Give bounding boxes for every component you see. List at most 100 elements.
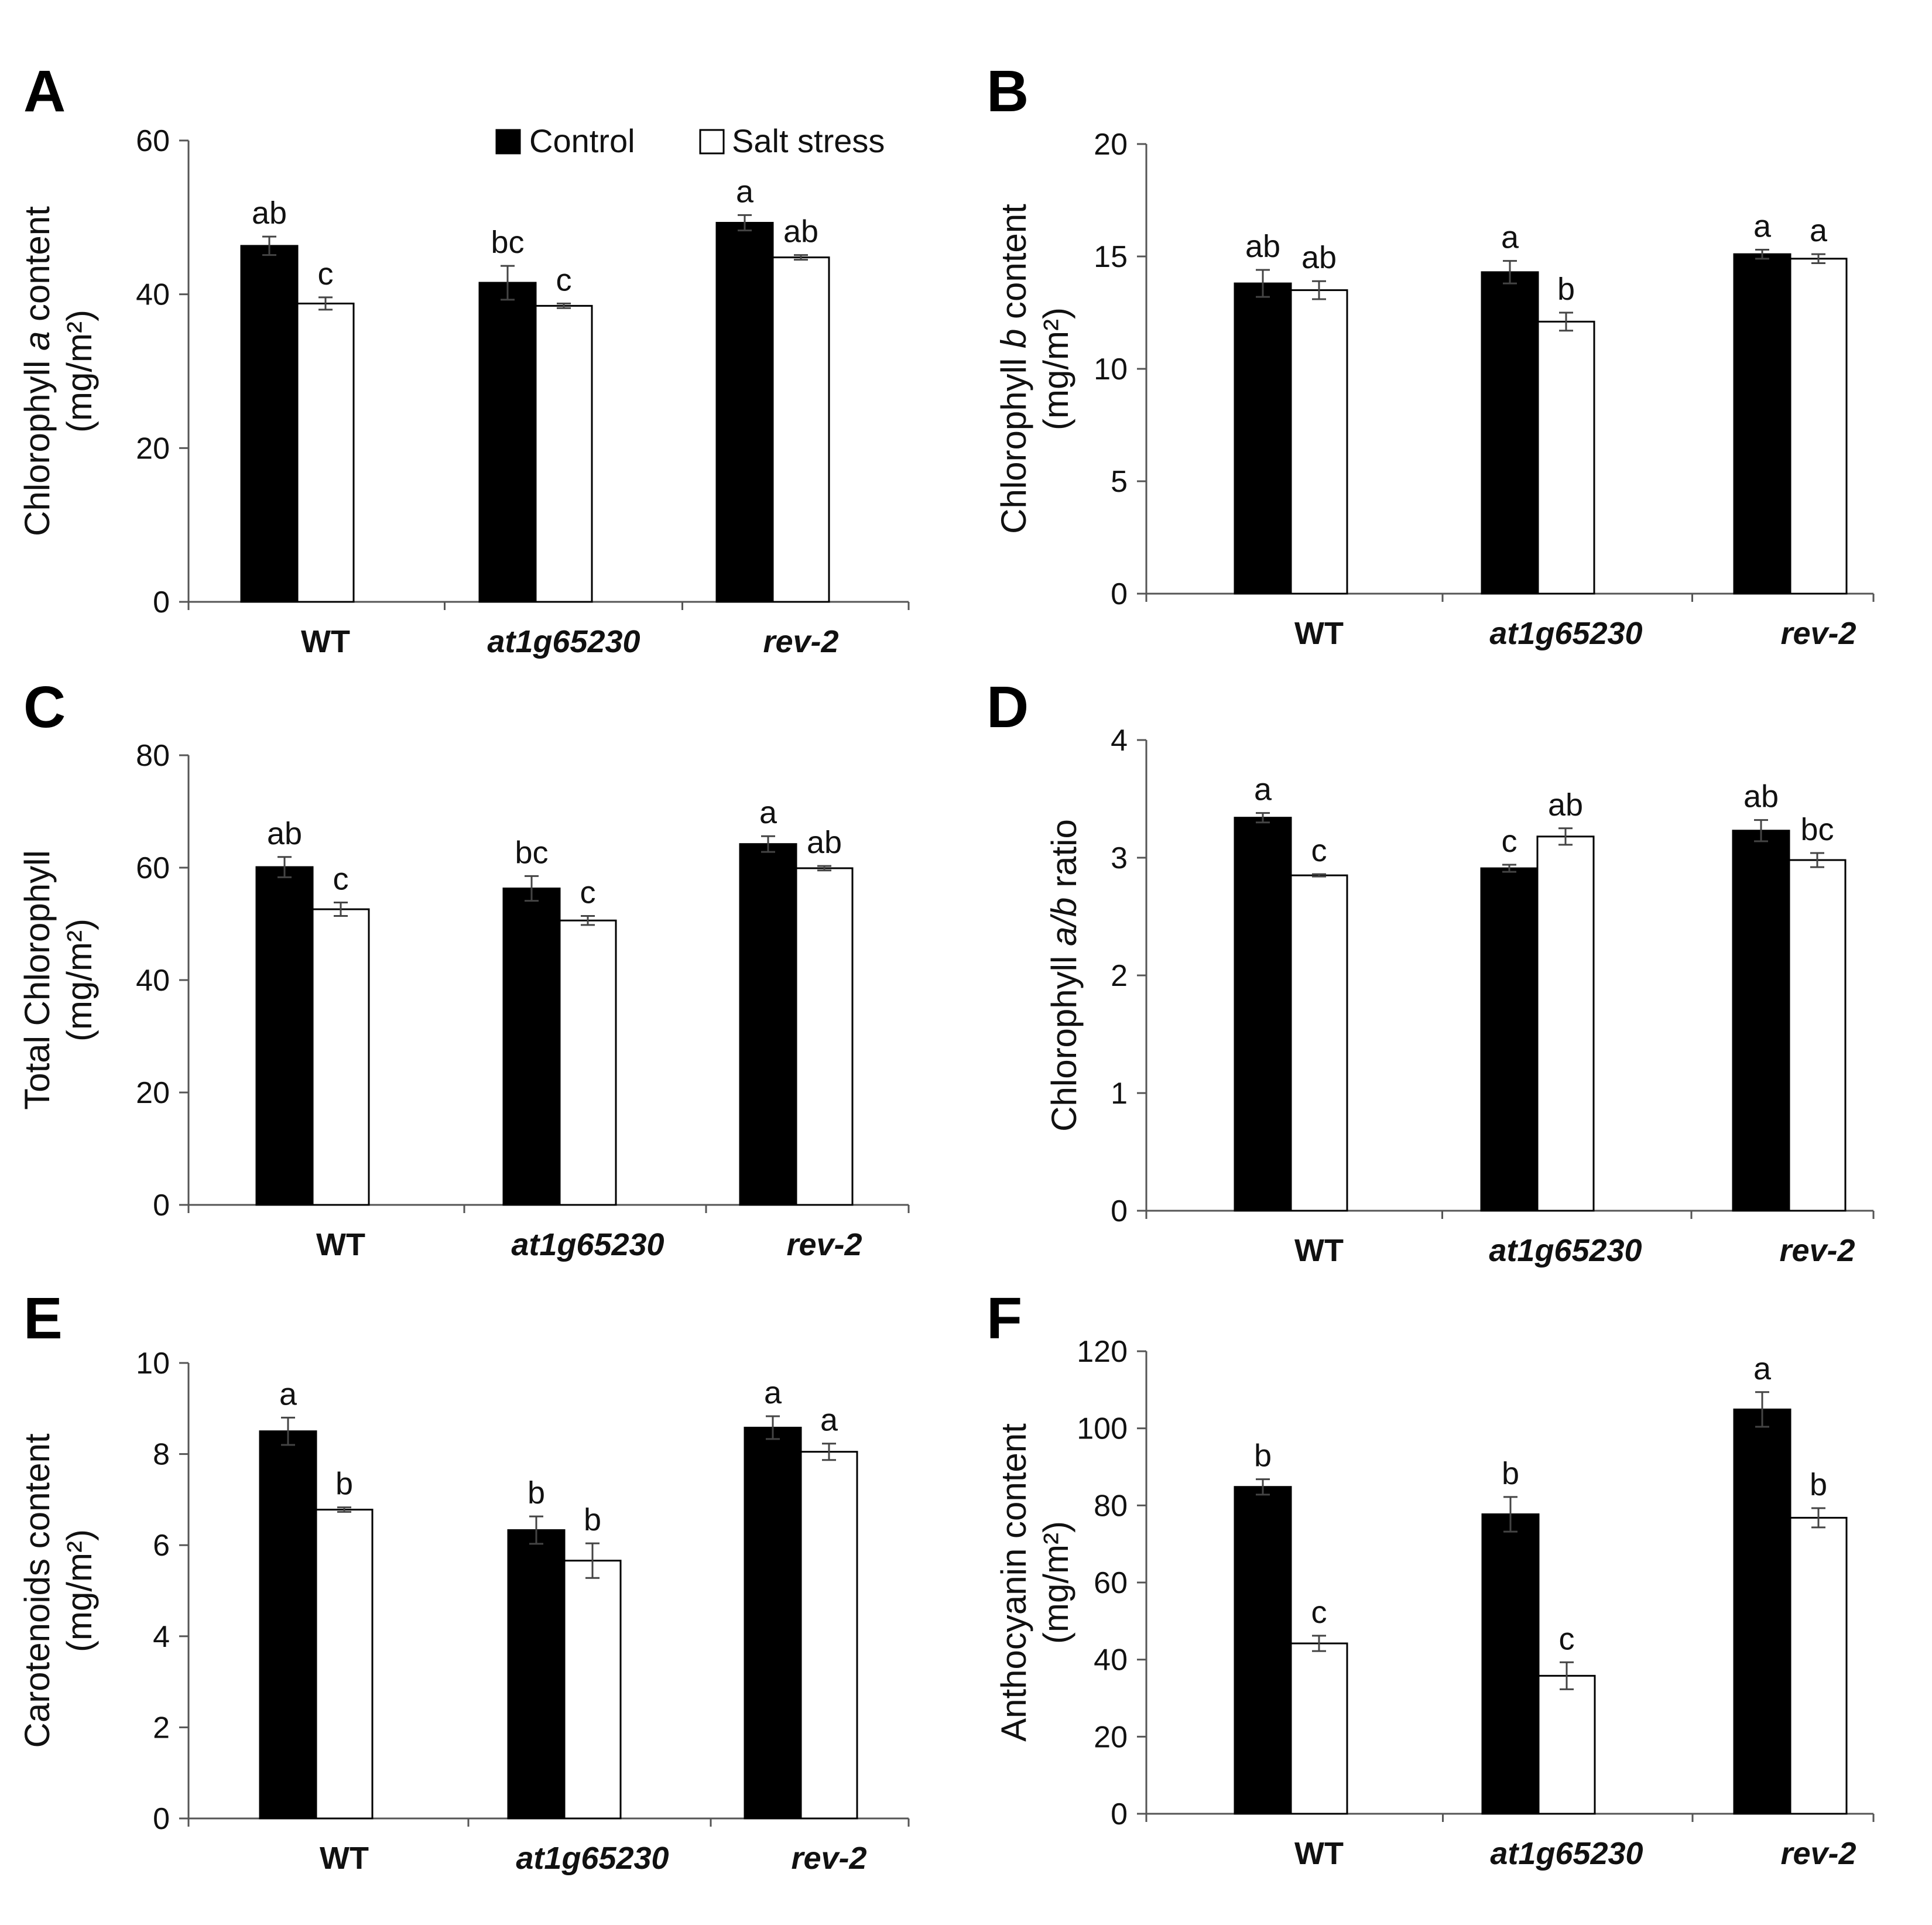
chart-panel-c: C 0 20 40 60 80 WT at1g65230 rev-2 Total Chloroph… [18,674,910,1262]
y-axis-label-part: a/b [1044,898,1084,946]
y-tick-label: 100 [1077,1412,1128,1446]
y-tick-label: 20 [1094,1720,1128,1754]
bar-control [1480,867,1539,1212]
y-axis-label-part: Anthocyanin content [994,1423,1033,1742]
significance-letter: c [580,875,596,910]
significance-letter: b [335,1467,353,1502]
y-tick-label: 2 [153,1711,170,1745]
bar-salt [1290,874,1348,1212]
y-axis-label-part: Chlorophyll [18,351,57,536]
significance-letter: b [527,1475,545,1510]
x-tick-label: WT [301,624,350,659]
x-tick-label: rev-2 [786,1227,862,1262]
significance-letter: c [1559,1621,1575,1656]
y-axis-unit-label: (mg/m²) [1036,1521,1075,1644]
significance-letter: a [1810,213,1828,248]
bar-salt [1788,859,1847,1212]
bar-control [1733,253,1791,595]
panel-letter: F [986,1286,1022,1351]
significance-letter: b [1557,272,1575,307]
bar-control [1732,830,1790,1212]
y-tick-label: 5 [1111,465,1128,499]
chart-panel-f: F 0 20 40 60 80 100 120 WT at1g65230 rev-2 Anthocya… [986,1286,1875,1871]
bar-control [478,282,537,603]
chart-panel-d: D 0 1 2 3 4 WT at1g65230 rev-2 Chlorophyll a/b ra… [986,674,1875,1268]
significance-letter: b [584,1502,601,1537]
y-tick-label: 1 [1111,1077,1128,1111]
y-tick-label: 0 [153,1802,170,1836]
y-tick-label: 20 [1094,128,1128,162]
y-axis-label: Anthocyanin content [994,1423,1033,1742]
bar-salt [772,256,830,603]
panel-letter: C [23,674,66,740]
y-tick-label: 0 [1111,1797,1128,1831]
y-tick-label: 8 [153,1438,170,1472]
y-tick-label: 40 [136,964,170,998]
y-axis-unit-label: (mg/m²) [60,310,99,433]
y-tick-label: 20 [136,431,170,465]
y-tick-label: 60 [1094,1566,1128,1600]
significance-letter: bc [491,225,524,260]
y-tick-label: 80 [1094,1489,1128,1523]
significance-letter: bc [515,835,548,870]
significance-letter: c [1311,1595,1327,1630]
y-tick-label: 20 [136,1076,170,1110]
bar-control [259,1430,317,1820]
y-tick-label: 0 [153,1188,170,1222]
significance-letter: c [1502,824,1517,859]
significance-letter: a [1501,220,1519,255]
y-axis-label-part: Carotenoids content [18,1433,57,1748]
y-tick-label: 10 [1094,352,1128,386]
x-tick-label: WT [1294,1233,1344,1268]
y-tick-label: 3 [1111,841,1128,875]
x-tick-label: at1g65230 [511,1227,664,1262]
legend: Control Salt stress [495,122,885,159]
significance-letter: b [1810,1467,1827,1502]
y-tick-label: 0 [153,585,170,619]
significance-letter: c [333,862,349,897]
x-tick-label: rev-2 [791,1841,866,1876]
x-tick-label: WT [1294,616,1344,651]
panel-letter: B [986,59,1029,124]
bar-control [739,843,797,1206]
y-tick-label: 120 [1077,1335,1128,1369]
bar-control [1733,1408,1791,1815]
bar-control [1234,817,1292,1212]
x-tick-label: rev-2 [763,624,838,659]
x-tick-label: rev-2 [1780,1836,1856,1871]
significance-letter: ab [807,825,842,860]
y-tick-label: 60 [136,851,170,885]
significance-letter: a [279,1376,297,1412]
bar-salt [311,908,370,1206]
y-axis-label: Carotenoids content [18,1433,57,1748]
significance-letter: bc [1800,812,1834,847]
y-axis-label-part: a [18,331,57,351]
significance-letter: ab [1743,779,1779,814]
y-axis-label-part: content [18,206,57,331]
x-tick-label: WT [1294,1836,1344,1871]
chart-panel-e: E 0 2 4 6 8 10 WT at1g65230 rev-2 Carotenoids cont… [18,1286,910,1876]
x-tick-label: at1g65230 [487,624,640,659]
y-axis-label-part: Chlorophyll [994,348,1033,534]
y-axis-label: Chlorophyll b content [994,204,1033,534]
bar-salt [563,1560,622,1820]
significance-letter: a [1753,208,1772,244]
legend-control-swatch [495,129,521,155]
x-tick-label: at1g65230 [1489,616,1642,651]
significance-letter: ab [252,196,287,231]
y-tick-label: 40 [1094,1643,1128,1677]
x-tick-label: at1g65230 [1490,1836,1643,1871]
significance-letter: a [820,1403,838,1438]
bar-control [1481,271,1539,595]
y-axis-label-part: Total Chlorophyll [18,850,57,1110]
bar-salt [1789,1516,1848,1815]
significance-letter: a [759,795,777,830]
legend-salt-swatch [699,129,725,155]
bar-control [502,888,561,1206]
significance-letter: c [556,262,572,297]
y-tick-label: 15 [1094,240,1128,274]
bar-salt [1789,258,1848,595]
y-tick-label: 2 [1111,959,1128,993]
bar-control [1234,1486,1292,1815]
y-axis-label: Chlorophyll a/b ratio [1044,819,1084,1132]
